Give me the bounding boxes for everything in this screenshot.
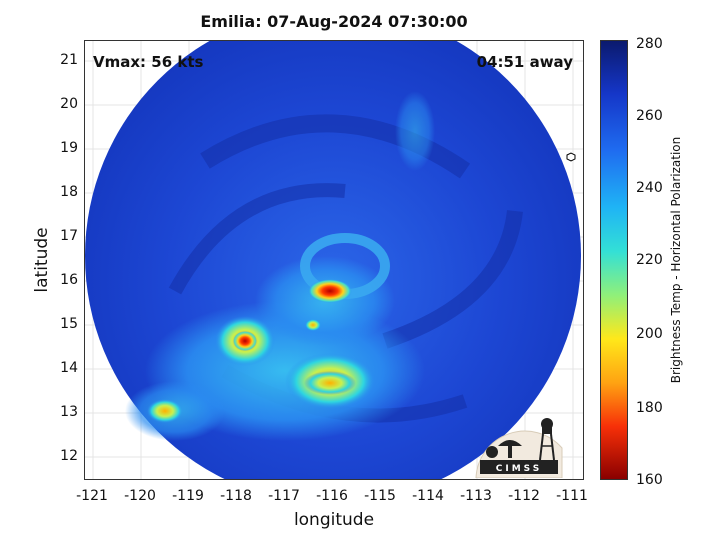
xtick: -121 bbox=[76, 488, 108, 504]
xtick: -115 bbox=[364, 488, 396, 504]
ytick: 16 bbox=[60, 272, 78, 288]
colorbar-tick: 260 bbox=[636, 108, 663, 124]
xtick: -120 bbox=[124, 488, 156, 504]
x-axis-label: longitude bbox=[293, 510, 375, 530]
xtick: -111 bbox=[556, 488, 588, 504]
plot-title: Emilia: 07-Aug-2024 07:30:00 bbox=[200, 12, 468, 31]
xtick: -116 bbox=[316, 488, 348, 504]
xtick: -118 bbox=[220, 488, 252, 504]
ytick: 14 bbox=[60, 360, 78, 376]
colorbar-tick: 240 bbox=[636, 180, 663, 196]
colorbar-label: Brightness Temp - Horizontal Polarizatio… bbox=[669, 136, 683, 384]
colorbar-tick: 180 bbox=[636, 400, 663, 416]
colorbar-tick: 280 bbox=[636, 36, 663, 52]
xtick: -114 bbox=[412, 488, 444, 504]
xtick: -117 bbox=[268, 488, 300, 504]
time-away-label: 04:51 away bbox=[476, 53, 573, 71]
microwave-map: Vmax: 56 kts 04:51 away bbox=[84, 40, 584, 480]
colorbar-tick: 160 bbox=[636, 472, 663, 488]
brightness-temp-swath bbox=[85, 41, 583, 479]
colorbar-tick: 200 bbox=[636, 326, 663, 342]
ytick: 12 bbox=[60, 448, 78, 464]
ytick: 15 bbox=[60, 316, 78, 332]
ytick: 17 bbox=[60, 228, 78, 244]
vmax-label: Vmax: 56 kts bbox=[93, 53, 204, 71]
xtick: -113 bbox=[460, 488, 492, 504]
ytick: 21 bbox=[60, 52, 78, 68]
ytick: 20 bbox=[60, 96, 78, 112]
ytick: 13 bbox=[60, 404, 78, 420]
logo-text: CIMSS bbox=[496, 464, 542, 474]
y-axis-label: latitude bbox=[32, 227, 52, 293]
ytick: 19 bbox=[60, 140, 78, 156]
xtick: -112 bbox=[508, 488, 540, 504]
colorbar-tick: 220 bbox=[636, 252, 663, 268]
xtick: -119 bbox=[172, 488, 204, 504]
ytick: 18 bbox=[60, 184, 78, 200]
cimss-logo: CIMSS bbox=[475, 418, 563, 478]
colorbar bbox=[600, 40, 628, 480]
